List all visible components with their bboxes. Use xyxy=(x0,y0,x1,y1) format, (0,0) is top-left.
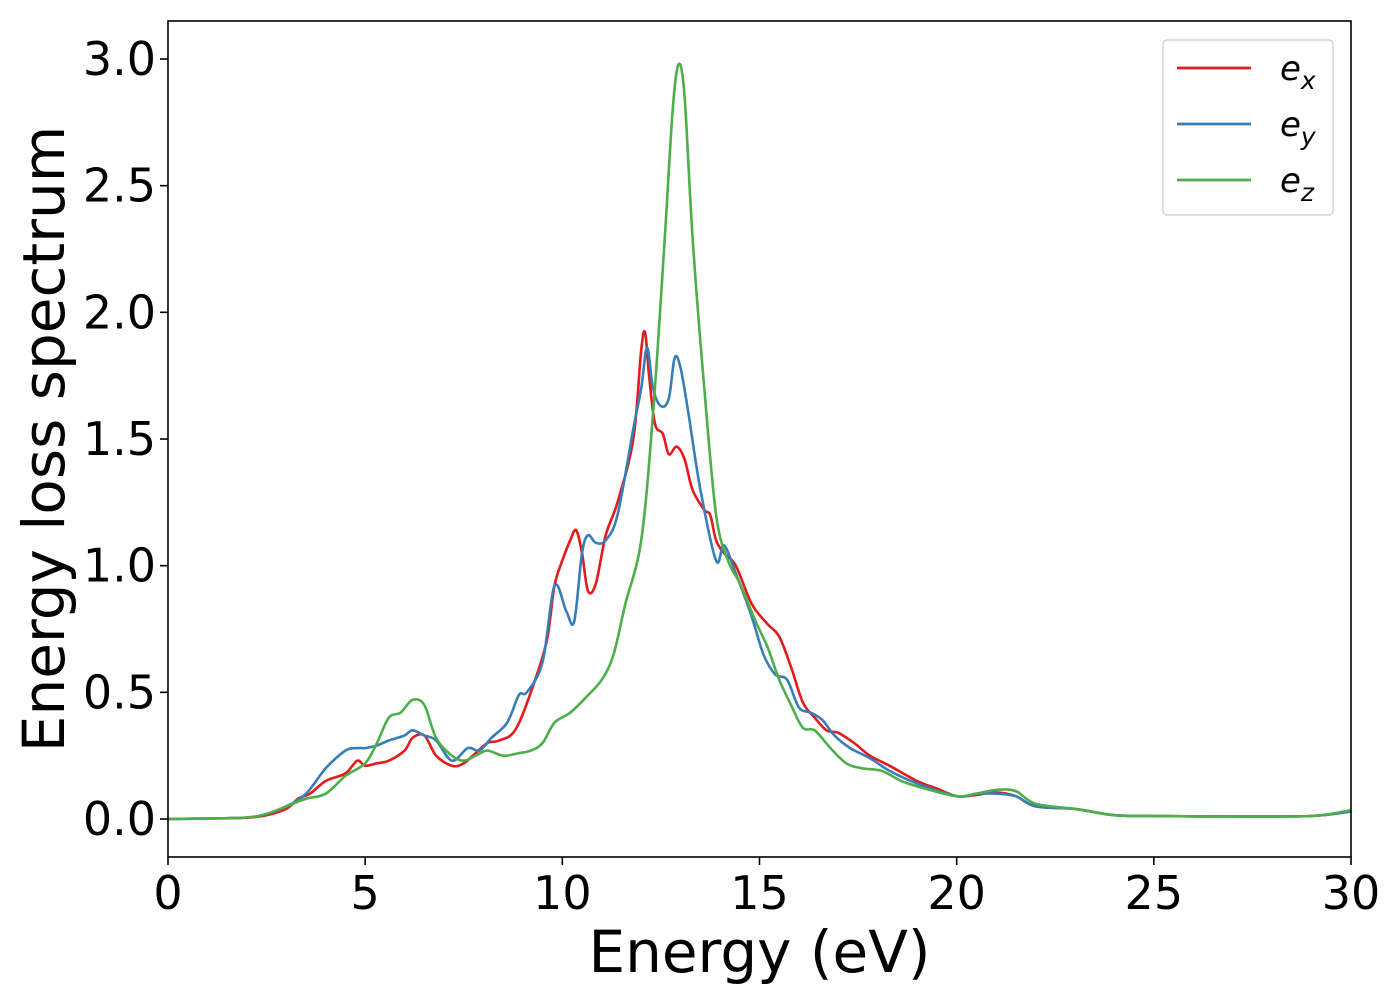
series-line-z xyxy=(168,62,1351,821)
y-tick-label: 1.5 xyxy=(83,412,156,466)
legend-label-base: e xyxy=(1280,161,1301,201)
y-axis-title: Energy loss spectrum xyxy=(10,126,78,752)
y-tick-label: 0.0 xyxy=(83,792,156,846)
legend-box xyxy=(1162,39,1334,216)
x-tick-label: 10 xyxy=(533,866,592,920)
y-tick-label: 1.0 xyxy=(83,539,156,593)
legend-label-subscript: x xyxy=(1300,66,1316,95)
series-line-y xyxy=(168,346,1351,821)
x-tick-label: 5 xyxy=(351,866,380,920)
x-axis-title: Energy (eV) xyxy=(588,918,930,986)
x-tick-label: 25 xyxy=(1125,866,1184,920)
y-tick-label: 2.5 xyxy=(83,159,156,213)
x-tick-label: 0 xyxy=(153,866,182,920)
legend-label-subscript: y xyxy=(1300,122,1317,151)
x-tick-label: 20 xyxy=(927,866,986,920)
legend-label-y: ey xyxy=(1280,105,1317,151)
legend-label-subscript: z xyxy=(1300,178,1315,207)
ticks-layer: 0 5 10 15 20 25 30 0.0 0.5 1.0 1.5 2.0 2.5 3.0 xyxy=(83,32,1380,920)
y-tick-label: 3.0 xyxy=(83,32,156,86)
y-tick-label: 2.0 xyxy=(83,285,156,339)
legend-label-base: e xyxy=(1280,49,1301,89)
legend-label-x: ex xyxy=(1280,49,1316,95)
legend-label-base: e xyxy=(1280,105,1301,145)
x-tick-label: 30 xyxy=(1322,866,1381,920)
legend-label-z: ez xyxy=(1280,161,1315,207)
series-layer xyxy=(168,62,1351,821)
series-line-x xyxy=(168,329,1351,821)
y-tick-label: 0.5 xyxy=(83,665,156,719)
x-tick-label: 15 xyxy=(730,866,789,920)
